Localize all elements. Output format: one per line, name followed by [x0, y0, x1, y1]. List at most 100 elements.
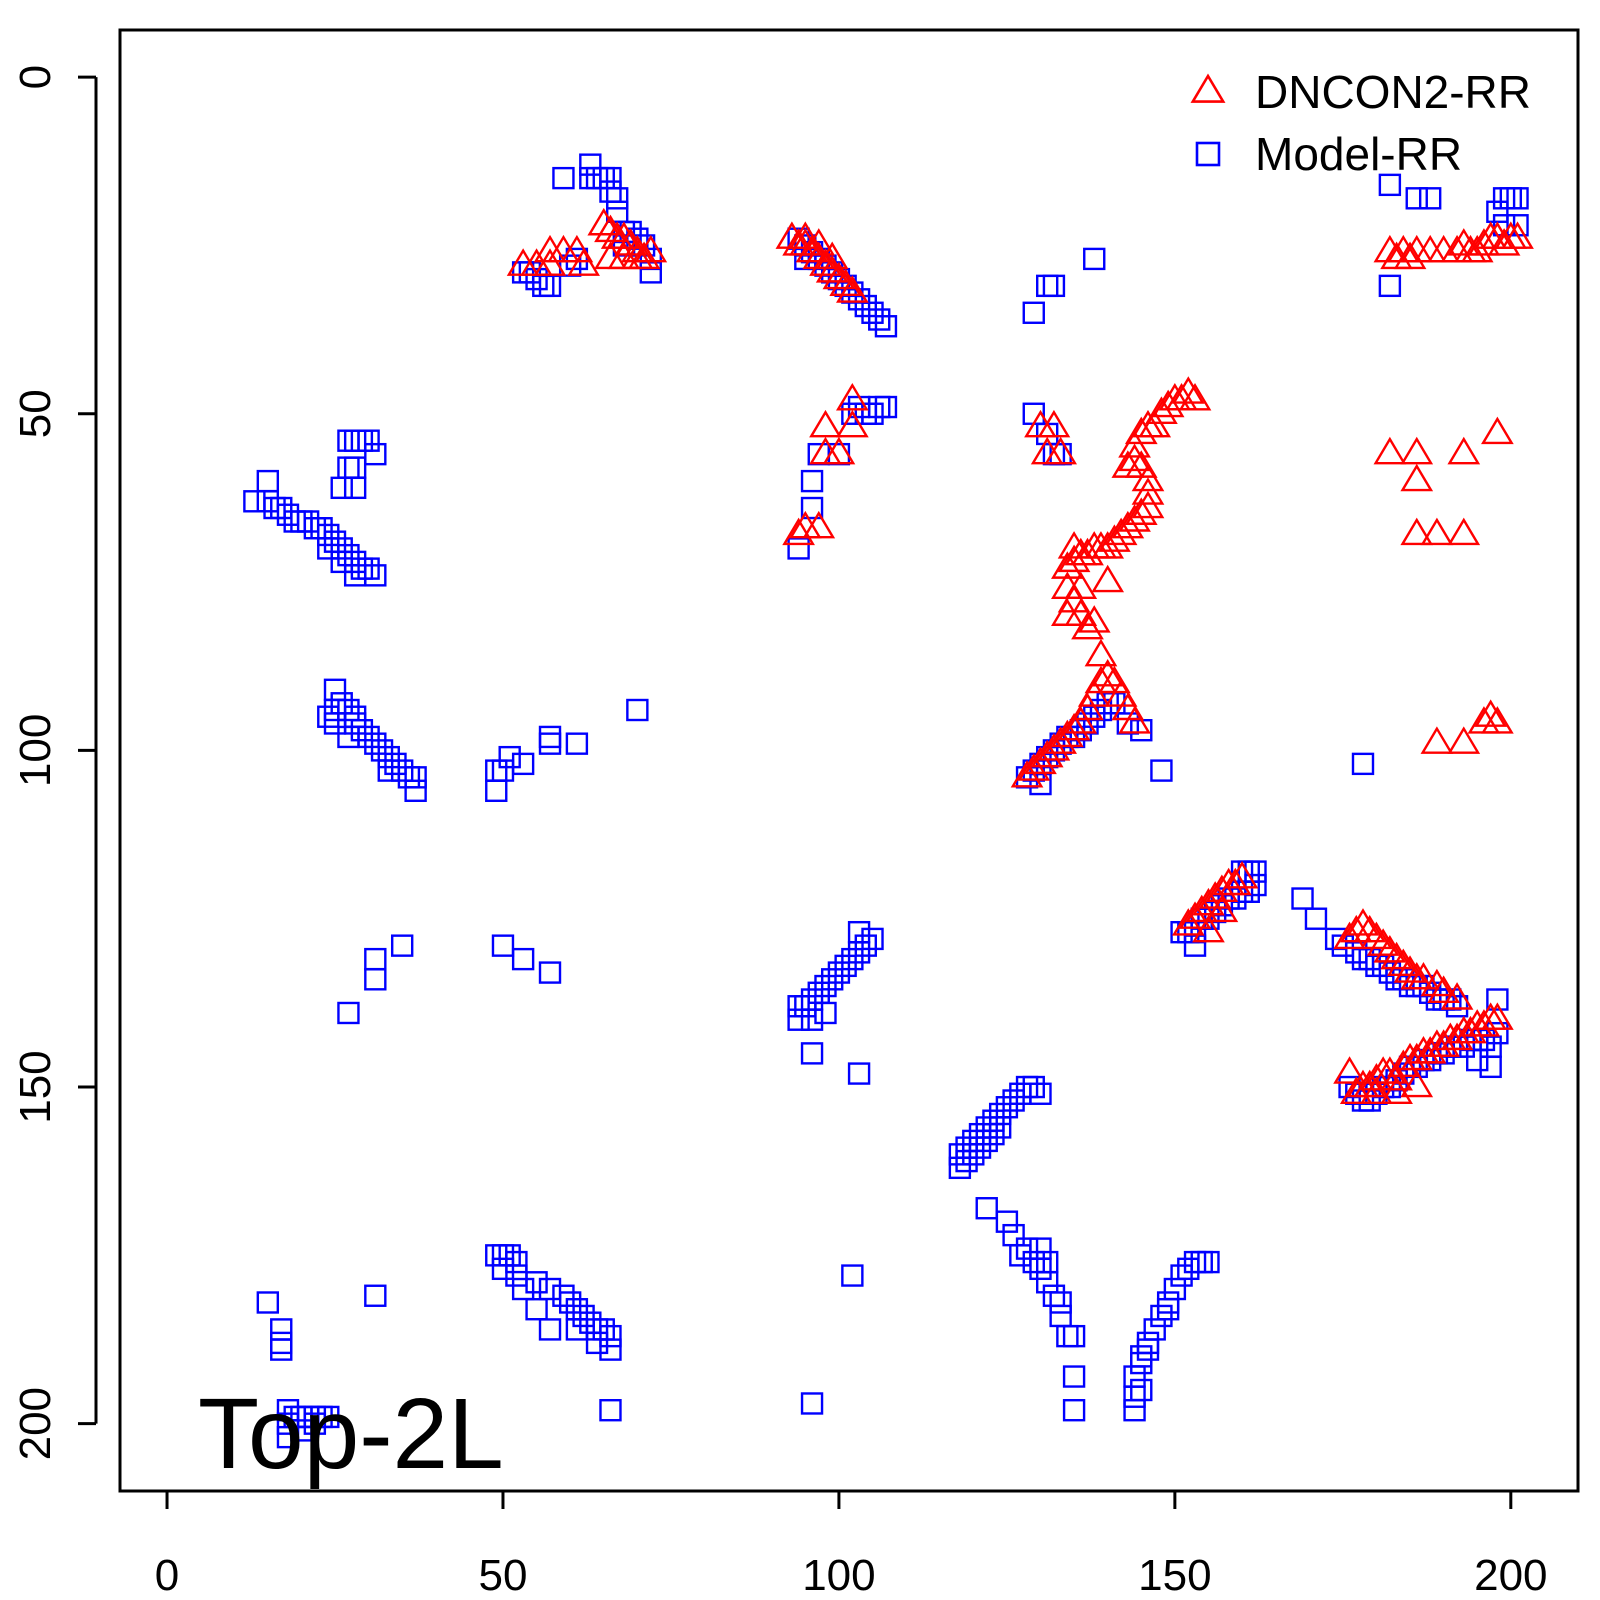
- data-point-triangle: [1024, 746, 1057, 775]
- data-point-triangle: [1353, 914, 1387, 943]
- data-point-square: [357, 429, 380, 452]
- data-point-triangle: [1420, 517, 1454, 546]
- data-point-square: [364, 1284, 387, 1307]
- data-point-square: [1418, 187, 1442, 210]
- data-point-square: [1150, 759, 1173, 782]
- data-point-triangle: [1071, 537, 1104, 566]
- x-axis: 0 50 100 150 200: [155, 1489, 1548, 1600]
- data-point-triangle: [1151, 389, 1185, 418]
- data-point-square: [337, 1001, 360, 1025]
- data-point-triangle: [1420, 968, 1454, 997]
- data-point-triangle: [1460, 234, 1494, 263]
- data-point-triangle: [1064, 706, 1098, 734]
- data-point-square: [814, 974, 837, 998]
- data-point-triangle: [1064, 571, 1098, 600]
- data-point-square: [552, 1284, 575, 1307]
- data-point-square: [317, 705, 340, 728]
- data-point-triangle: [1017, 753, 1051, 781]
- data-point-square: [511, 752, 535, 776]
- data-point-triangle: [1386, 1049, 1420, 1078]
- data-point-square: [505, 1250, 528, 1274]
- data-point-square: [377, 759, 400, 782]
- data-point-square: [1479, 1055, 1502, 1079]
- x-tick-label: 150: [1138, 1551, 1211, 1600]
- data-point-square: [787, 1008, 810, 1031]
- data-point-square: [1506, 187, 1529, 210]
- x-tick-label: 0: [155, 1551, 179, 1600]
- data-point-square: [565, 1318, 589, 1341]
- data-point-triangle: [1440, 982, 1474, 1010]
- data-point-square: [1049, 1291, 1072, 1314]
- data-point-square: [256, 490, 280, 513]
- data-point-square: [854, 294, 877, 318]
- data-point-square: [525, 1271, 548, 1294]
- data-point-triangle: [1447, 726, 1481, 754]
- data-point-square: [390, 759, 414, 782]
- x-tick-label: 100: [802, 1551, 875, 1600]
- data-point-triangle: [788, 221, 822, 249]
- data-point-square: [350, 719, 374, 742]
- data-point-triangle: [1447, 517, 1481, 546]
- data-point-square: [498, 745, 521, 769]
- legend-triangle-icon: [1190, 73, 1226, 103]
- legend-label: Model-RR: [1255, 128, 1462, 180]
- data-point-triangle: [822, 261, 856, 290]
- data-point-triangle: [1366, 928, 1400, 956]
- data-point-square: [357, 557, 380, 580]
- data-point-square: [330, 550, 353, 574]
- data-point-square: [1466, 1048, 1489, 1072]
- legend-square-icon: [1195, 141, 1221, 167]
- data-point-square: [270, 1338, 293, 1361]
- data-point-square: [605, 187, 629, 210]
- x-tick-label: 200: [1474, 1551, 1547, 1600]
- data-point-square: [599, 1399, 622, 1422]
- data-point-triangle: [1413, 1036, 1447, 1064]
- y-axis: 0 50 100 150 200: [11, 65, 98, 1460]
- data-point-triangle: [1118, 706, 1151, 734]
- data-point-square: [868, 308, 891, 331]
- data-point-square: [270, 496, 293, 520]
- data-point-square: [1136, 1338, 1160, 1361]
- data-point-square: [948, 1156, 972, 1180]
- data-point-square: [1304, 907, 1328, 930]
- data-point-square: [511, 1277, 535, 1301]
- data-point-square: [1029, 1082, 1052, 1105]
- data-point-triangle: [1192, 914, 1225, 943]
- data-point-square: [1029, 1237, 1052, 1260]
- data-point-square: [800, 469, 824, 493]
- data-point-triangle: [802, 510, 836, 539]
- data-point-square: [800, 1042, 824, 1065]
- data-point-square: [1062, 1399, 1086, 1422]
- data-point-triangle: [1178, 382, 1212, 411]
- data-point-triangle: [533, 248, 567, 276]
- data-point-square: [988, 1116, 1012, 1139]
- data-point-square: [511, 947, 535, 971]
- data-point-triangle: [1071, 611, 1104, 640]
- data-point-triangle: [815, 241, 849, 270]
- data-point-square: [364, 732, 387, 755]
- data-point-triangle: [1118, 443, 1151, 472]
- data-point-triangle: [1037, 733, 1071, 761]
- y-tick-label: 150: [11, 1050, 60, 1123]
- legend: DNCON2-RR Model-RR: [1190, 66, 1531, 180]
- data-point-triangle: [1400, 1069, 1434, 1098]
- data-point-square: [330, 476, 353, 500]
- data-point-square: [1022, 1075, 1045, 1099]
- data-point-square: [377, 745, 400, 769]
- data-point-triangle: [1131, 463, 1165, 492]
- data-point-square: [834, 954, 857, 978]
- data-point-square: [1170, 1264, 1193, 1287]
- data-point-triangle: [1501, 221, 1534, 249]
- data-point-square: [995, 1210, 1019, 1233]
- data-point-triangle: [809, 248, 842, 276]
- data-point-triangle: [1051, 598, 1084, 626]
- data-point-triangle: [1044, 726, 1078, 754]
- data-point-triangle: [1077, 605, 1111, 633]
- data-point-square: [874, 315, 898, 338]
- data-point-square: [1197, 1250, 1220, 1274]
- data-point-square: [1022, 301, 1045, 324]
- data-point-triangle: [815, 255, 849, 283]
- data-point-triangle: [1360, 1076, 1393, 1104]
- data-point-triangle: [1400, 1042, 1434, 1071]
